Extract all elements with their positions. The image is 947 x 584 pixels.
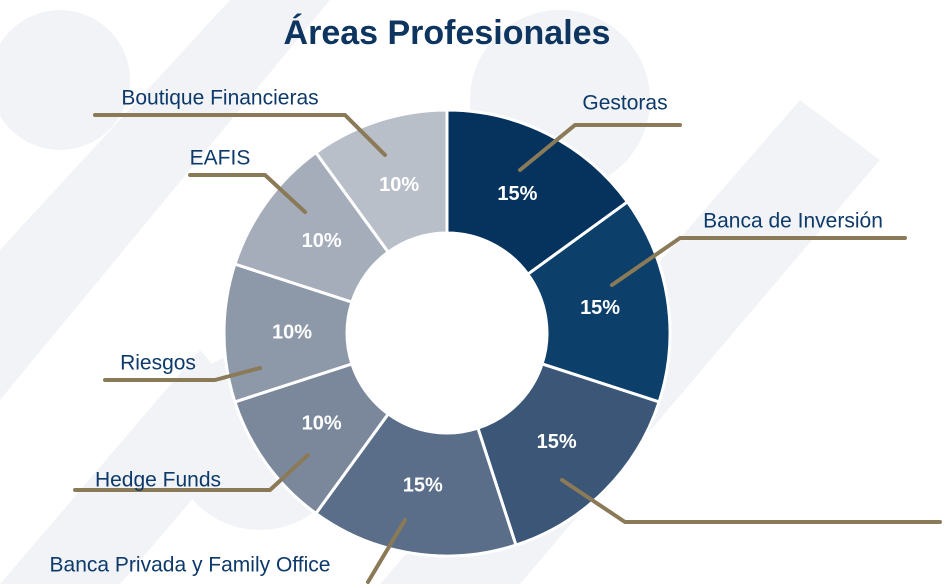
leader-line bbox=[188, 173, 307, 214]
value-label: 15% bbox=[403, 474, 443, 496]
donut-segment bbox=[476, 362, 661, 547]
leader-line bbox=[103, 366, 262, 382]
value-label: 15% bbox=[580, 297, 620, 319]
donut-segment bbox=[313, 411, 518, 558]
category-label: EAFIS bbox=[190, 147, 251, 170]
leader-line bbox=[518, 123, 682, 172]
category-label: Riesgos bbox=[120, 352, 196, 375]
value-label: 10% bbox=[302, 230, 342, 252]
value-label: 10% bbox=[379, 174, 419, 196]
category-label: Banca Privada y Family Office bbox=[50, 554, 331, 577]
category-label: Banca de Inversión bbox=[703, 210, 883, 233]
leader-line bbox=[560, 478, 942, 524]
donut-segment bbox=[313, 108, 449, 255]
category-label: Boutique Financieras bbox=[121, 87, 318, 110]
chart-title: Áreas Profesionales bbox=[284, 14, 611, 52]
leader-line bbox=[73, 453, 310, 492]
value-label: 10% bbox=[302, 412, 342, 434]
value-label: 15% bbox=[497, 183, 537, 205]
leader-line bbox=[93, 113, 387, 157]
category-label: Gestoras bbox=[582, 92, 667, 115]
leader-line bbox=[366, 518, 407, 584]
leader-line bbox=[610, 236, 907, 287]
value-label: 10% bbox=[272, 321, 312, 343]
value-label: 15% bbox=[537, 431, 577, 453]
category-label: Hedge Funds bbox=[95, 469, 221, 492]
